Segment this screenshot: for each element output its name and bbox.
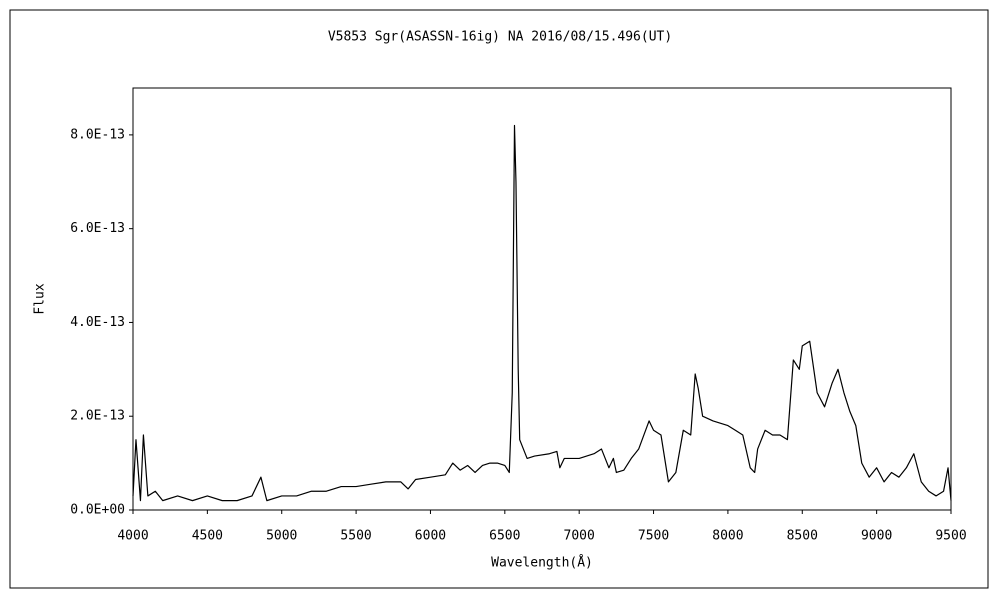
y-axis-label: Flux	[33, 283, 48, 314]
y-tick-label: 6.0E-13	[70, 221, 125, 236]
plot-area	[132, 87, 952, 511]
x-tick-label: 4000	[117, 529, 148, 544]
x-tick-label: 9000	[861, 529, 892, 544]
x-axis-label: Wavelength(Å)	[491, 555, 593, 571]
x-tick-label: 8500	[787, 529, 818, 544]
y-tick-label: 2.0E-13	[70, 409, 125, 424]
frame	[9, 9, 989, 589]
x-tick-label: 6000	[415, 529, 446, 544]
y-tick-label: 8.0E-13	[70, 127, 125, 142]
x-tick-label: 8000	[712, 529, 743, 544]
spectrum-line	[132, 124, 952, 502]
y-tick-label: 4.0E-13	[70, 315, 125, 330]
y-tick-label: 0.0E+00	[70, 503, 125, 518]
x-tick-label: 6500	[489, 529, 520, 544]
x-tick-label: 5000	[266, 529, 297, 544]
x-tick-label: 7500	[638, 529, 669, 544]
x-tick-label: 7000	[564, 529, 595, 544]
x-tick-label: 5500	[340, 529, 371, 544]
x-tick-label: 9500	[935, 529, 966, 544]
chart-title: V5853 Sgr(ASASSN-16ig) NA 2016/08/15.496…	[328, 30, 672, 45]
x-tick-label: 4500	[192, 529, 223, 544]
